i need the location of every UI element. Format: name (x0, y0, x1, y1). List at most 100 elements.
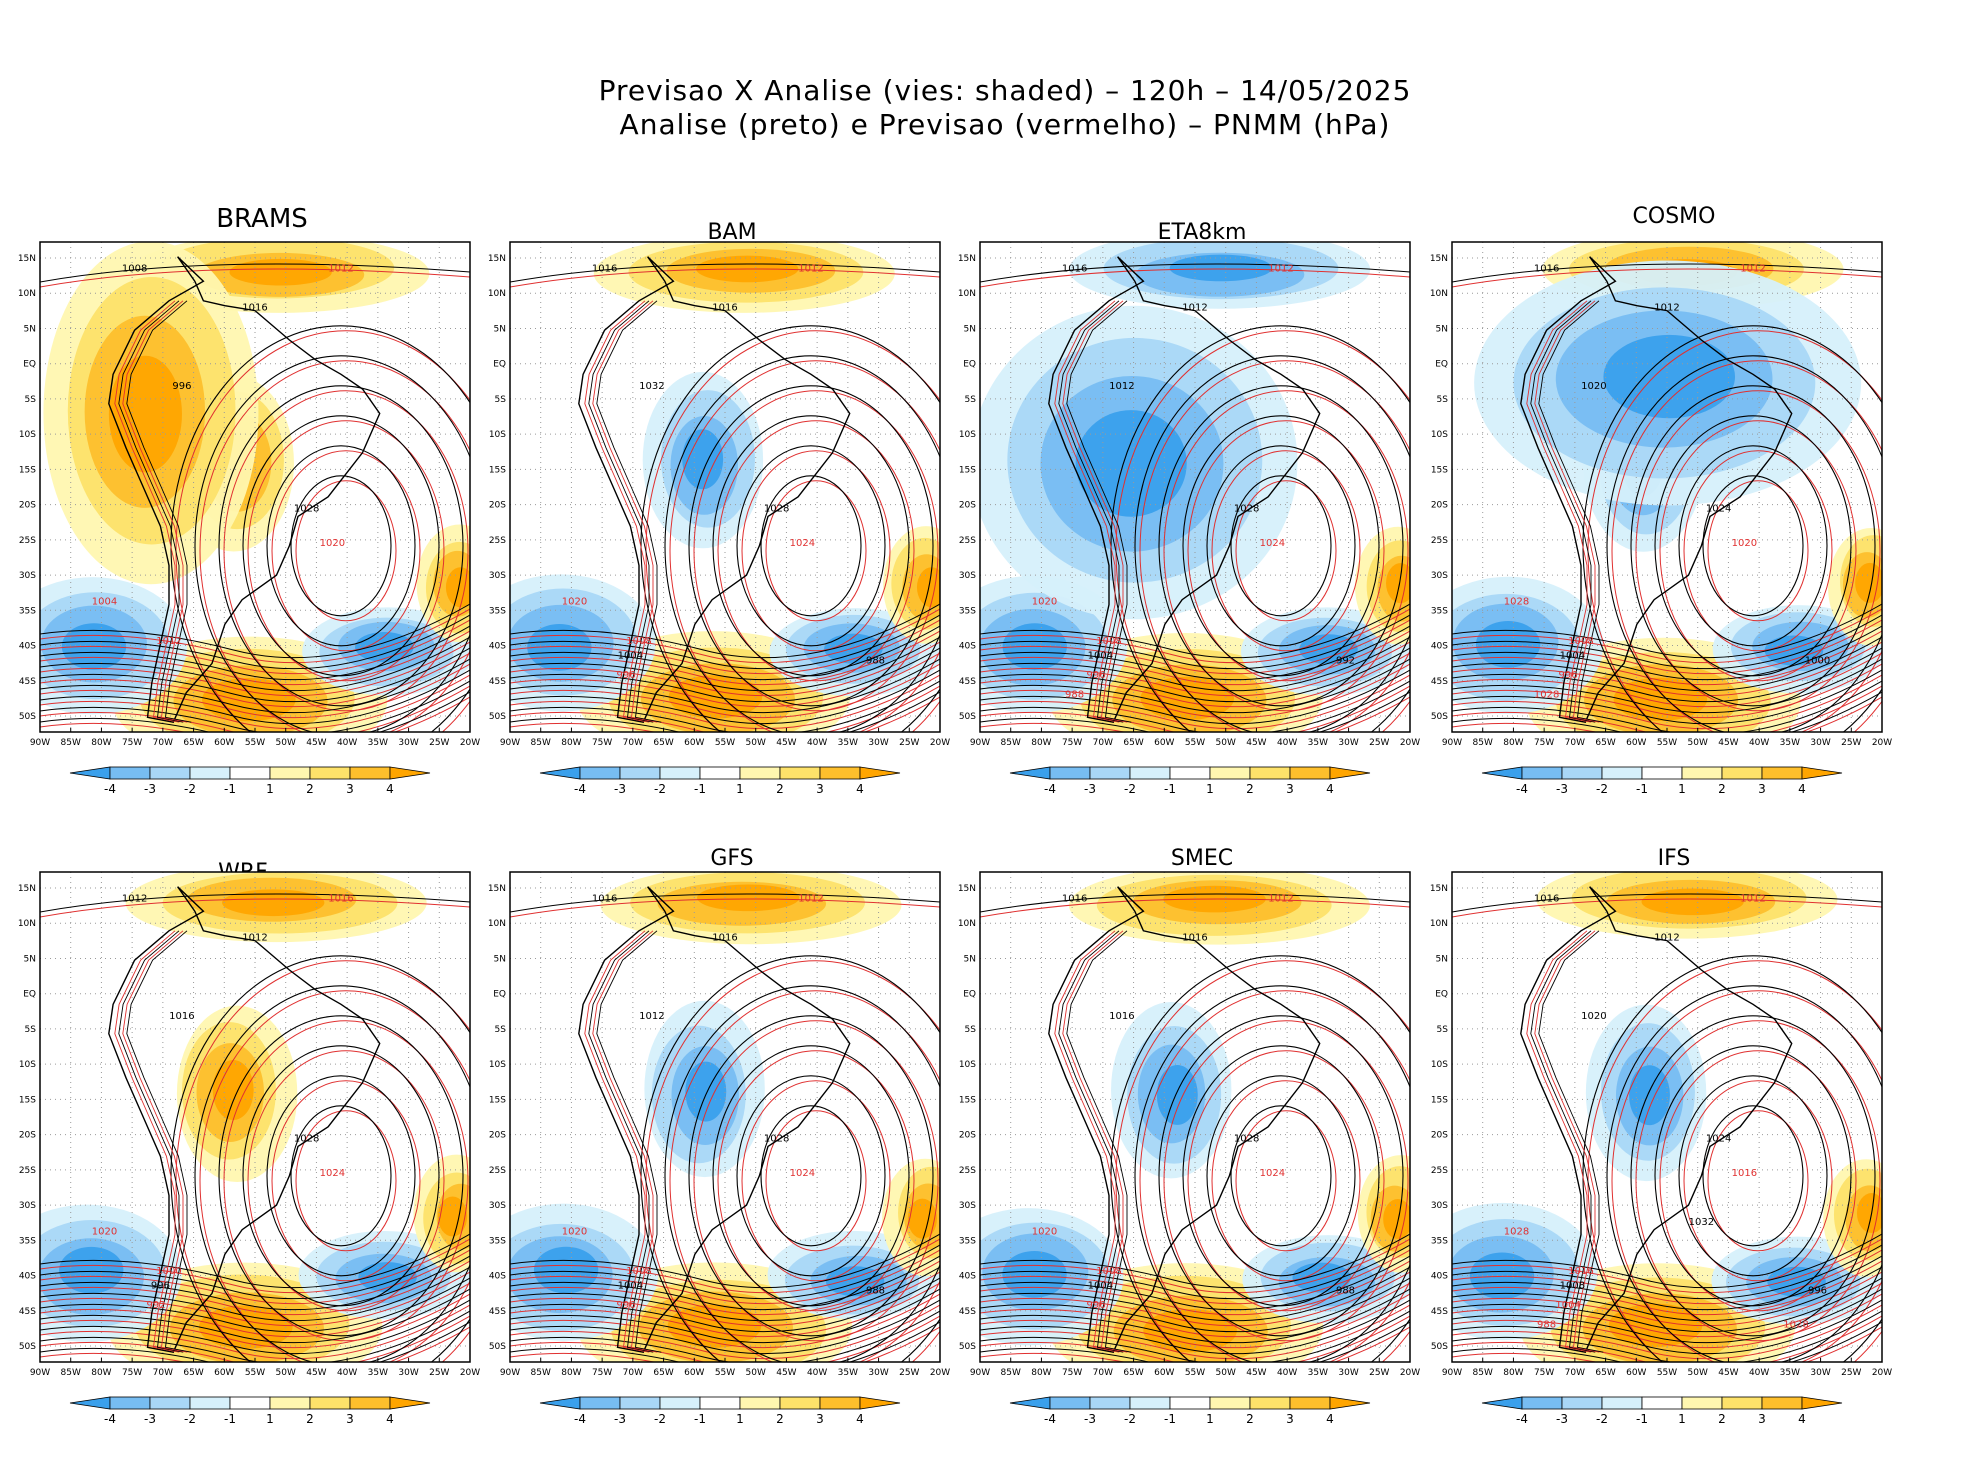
analysis-contour (40, 1321, 470, 1362)
analysis-contour (510, 1266, 940, 1322)
map-svg: 1016 1012 1016 1024 1028 1020 1012 1008 1004 996 9… (488, 871, 950, 1426)
analysis-contour (1452, 658, 1882, 714)
colorbar-swatch (1169, 1396, 1211, 1410)
lon-tick-label: 55W (1657, 738, 1677, 748)
lon-tick-label: 25W (899, 1368, 919, 1378)
forecast-contour (40, 685, 470, 732)
contour-label: 1024 (320, 1168, 345, 1179)
colorbar-label: 3 (1286, 1412, 1294, 1426)
lat-tick-label: 10N (958, 919, 976, 929)
lat-tick-label: 15S (489, 465, 506, 475)
contour-label: 1016 (592, 263, 617, 274)
lon-tick-label: 80W (561, 1368, 581, 1378)
colorbar-label: 4 (386, 1412, 394, 1426)
lon-tick-label: 30W (868, 738, 888, 748)
contour-label: 1028 (1534, 690, 1559, 701)
analysis-contour (1452, 625, 1882, 681)
forecast-contour (980, 652, 1410, 708)
forecast-contour (717, 420, 915, 682)
contour-label: 1028 (1504, 597, 1529, 608)
forecast-contour (1211, 1080, 1361, 1282)
colorbar-label: -2 (654, 782, 666, 796)
contour-label: 1016 (1534, 893, 1559, 904)
lat-tick-label: 40S (959, 1272, 976, 1282)
lat-tick-label: 5S (965, 1025, 977, 1035)
bias-shading (1002, 1251, 1067, 1298)
contour-label: 1008 (1096, 636, 1121, 647)
bias-shading (1386, 563, 1410, 604)
model-panel-wrf: WRF1012101610121024102810201016100099699… (18, 860, 508, 1472)
lon-tick-label: 60W (684, 1368, 704, 1378)
analysis-contour (40, 893, 470, 913)
colorbar-swatch (1801, 1396, 1843, 1410)
colorbar-label: 1 (266, 782, 274, 796)
map-area: 1016 1012 1012 1016 1024 1028 1020 1016 1008 1004… (1452, 872, 1882, 1362)
analysis-contour (1452, 691, 1882, 732)
analysis-contour (980, 614, 1410, 670)
colorbar-label: -4 (574, 1412, 586, 1426)
bias-shading (222, 889, 325, 917)
lat-tick-label: 5S (25, 1025, 37, 1035)
lat-tick-label: 15S (959, 1095, 976, 1105)
contour-label: 1016 (242, 303, 267, 314)
forecast-contour (40, 696, 470, 732)
analysis-contour (1530, 930, 1596, 1353)
contour-label: 1008 (1568, 636, 1593, 647)
lon-tick-label: 35W (838, 738, 858, 748)
colorbar-label: 4 (1798, 782, 1806, 796)
forecast-contour (510, 641, 940, 697)
forecast-contour (1452, 630, 1882, 686)
colorbar-swatch (1481, 1396, 1523, 1410)
colorbar-swatch (1329, 766, 1371, 780)
colorbar-swatch (859, 1396, 901, 1410)
contour-label: 1020 (1581, 381, 1606, 392)
contour-label: 992 (147, 1300, 166, 1311)
colorbar-swatch (229, 1396, 271, 1410)
forecast-contour (510, 696, 940, 732)
contour-label: 1000 (1805, 655, 1830, 666)
forecast-contour (1211, 450, 1361, 652)
colorbar-swatch (779, 1396, 821, 1410)
contour-label: 1012 (328, 263, 353, 274)
forecast-contour (1659, 420, 1857, 682)
colorbar-label: -1 (1636, 782, 1648, 796)
colorbar-swatch (1761, 1396, 1803, 1410)
colorbar-label: 3 (1286, 782, 1294, 796)
forecast-contour (1452, 898, 1882, 918)
colorbar-label: 2 (306, 1412, 314, 1426)
analysis-contour (980, 263, 1410, 283)
colorbar-swatch (269, 766, 311, 780)
analysis-contour (1066, 300, 1132, 723)
colorbar-label: -1 (224, 782, 236, 796)
forecast-contour (510, 1326, 940, 1362)
lon-tick-label: 85W (1001, 738, 1021, 748)
analysis-contour (1452, 1299, 1882, 1355)
panel-title: BAM (707, 220, 757, 245)
lat-tick-label: 30S (489, 1201, 506, 1211)
contour-label: 1024 (790, 1168, 815, 1179)
title-line-2: Analise (preto) e Previsao (vermelho) – … (619, 108, 1391, 141)
lon-tick-label: 85W (1473, 738, 1493, 748)
lat-tick-label: 10N (1430, 919, 1448, 929)
contour-label: 996 (1087, 670, 1106, 681)
lat-tick-label: 15N (18, 884, 36, 894)
analysis-contour (1134, 985, 1410, 1362)
model-panel-smec: SMEC 1016 1012 1016 1024 1028 1020 1016 1008 1004… (958, 846, 1448, 1472)
lat-tick-label: 35S (19, 1236, 36, 1246)
analysis-contour (510, 680, 940, 732)
lat-tick-label: 10N (18, 919, 36, 929)
lat-tick-label: 15N (488, 254, 506, 264)
lon-tick-label: 65W (183, 1368, 203, 1378)
analysis-contour (980, 1310, 1410, 1362)
lon-tick-label: 50W (276, 1368, 296, 1378)
analysis-contour (40, 1288, 470, 1344)
lon-tick-label: 20W (1872, 1368, 1892, 1378)
analysis-contour (1452, 680, 1882, 732)
contour-label: 1028 (764, 504, 789, 515)
analysis-contour (1452, 1310, 1882, 1362)
bias-shading (1641, 888, 1744, 916)
contour-label: 1032 (1689, 1217, 1714, 1228)
contour-label: 1028 (294, 504, 319, 515)
bias-shading (212, 1060, 254, 1120)
lon-tick-label: 75W (1534, 1368, 1554, 1378)
